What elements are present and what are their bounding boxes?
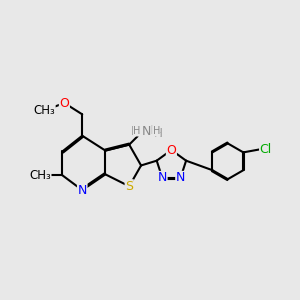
Text: N: N	[158, 172, 167, 184]
Text: CH₃: CH₃	[29, 169, 51, 182]
Text: H: H	[133, 126, 140, 136]
Text: H: H	[131, 125, 140, 138]
Text: N: N	[144, 124, 153, 137]
Text: S: S	[125, 180, 133, 193]
Text: N: N	[77, 184, 87, 196]
Text: Cl: Cl	[260, 143, 272, 156]
Text: O: O	[59, 97, 69, 110]
Text: H: H	[153, 126, 160, 136]
Text: N: N	[176, 172, 185, 184]
Text: CH₃: CH₃	[33, 104, 55, 117]
Text: H: H	[154, 127, 162, 140]
Text: O: O	[167, 143, 176, 157]
Text: N: N	[142, 125, 151, 138]
